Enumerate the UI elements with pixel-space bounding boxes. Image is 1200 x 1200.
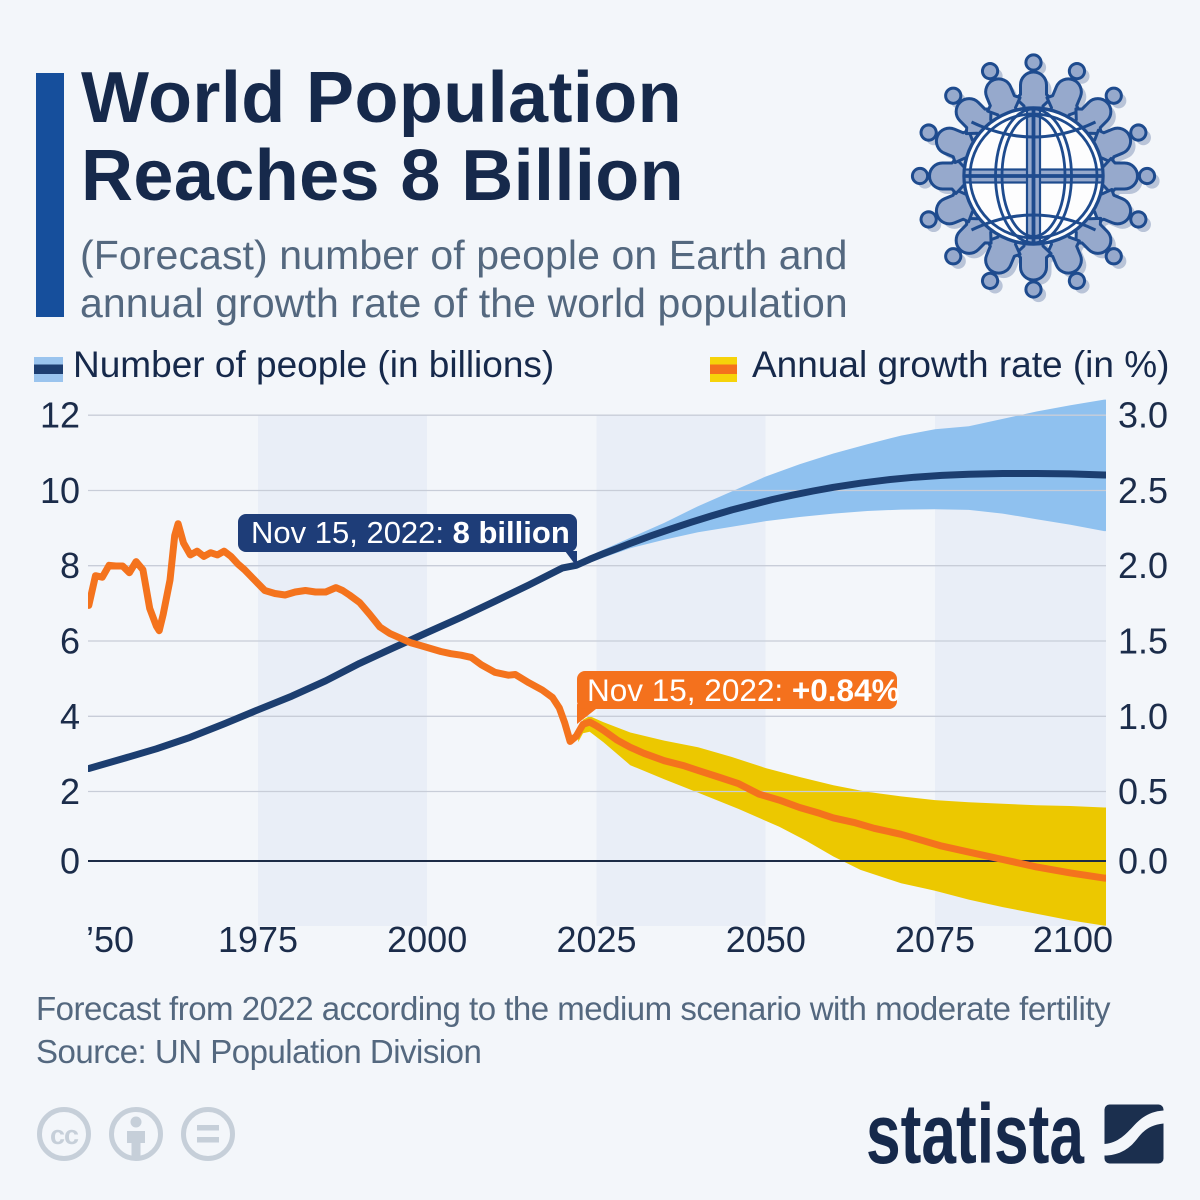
svg-text:6: 6	[60, 621, 80, 662]
svg-text:0.0: 0.0	[1118, 841, 1168, 882]
svg-text:1975: 1975	[218, 919, 298, 960]
svg-text:12: 12	[40, 395, 80, 436]
svg-text:1.5: 1.5	[1118, 621, 1168, 662]
svg-text:8: 8	[60, 545, 80, 586]
svg-text:statista: statista	[866, 1087, 1085, 1170]
svg-text:2025: 2025	[556, 919, 636, 960]
svg-text:cc: cc	[50, 1120, 79, 1150]
svg-text:0: 0	[60, 841, 80, 882]
svg-text:2050: 2050	[726, 919, 806, 960]
svg-text:1.0: 1.0	[1118, 696, 1168, 737]
svg-text:2: 2	[60, 771, 80, 812]
svg-text:4: 4	[60, 696, 80, 737]
svg-text:10: 10	[40, 470, 80, 511]
svg-text:’50: ’50	[86, 919, 134, 960]
svg-text:0.5: 0.5	[1118, 771, 1168, 812]
svg-text:2000: 2000	[387, 919, 467, 960]
svg-text:2.0: 2.0	[1118, 545, 1168, 586]
svg-text:2.5: 2.5	[1118, 470, 1168, 511]
svg-text:2075: 2075	[895, 919, 975, 960]
svg-text:2100: 2100	[1033, 919, 1113, 960]
svg-text:3.0: 3.0	[1118, 395, 1168, 436]
